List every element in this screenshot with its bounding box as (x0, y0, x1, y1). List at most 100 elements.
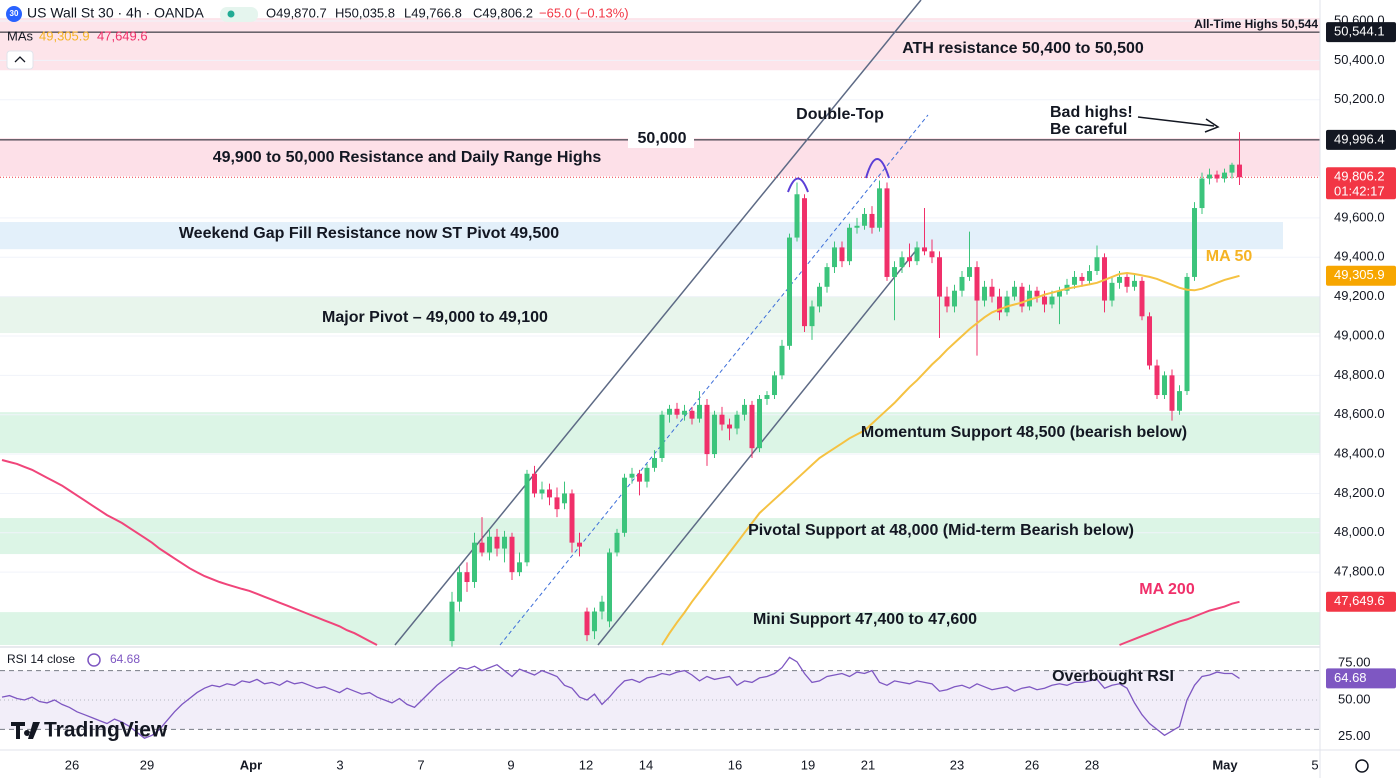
candle-body (637, 473, 642, 482)
x-tick-label: 3 (336, 757, 343, 772)
candle-body (472, 542, 477, 583)
candle-body (1177, 391, 1182, 411)
candle-body (1214, 174, 1220, 179)
candle-body (1124, 276, 1130, 287)
symbol-icon-text: 30 (10, 9, 19, 18)
candle-body (479, 542, 485, 553)
zone-label: 49,900 to 50,000 Resistance and Daily Ra… (213, 149, 602, 166)
channel-mid (499, 114, 929, 646)
y-tick-label: 48,200.0 (1334, 485, 1385, 500)
candle-body (997, 296, 1002, 313)
candle-body (892, 267, 897, 277)
brand-name: TradingView (44, 719, 168, 742)
settings-button[interactable] (1355, 759, 1369, 773)
x-tick-label: Apr (240, 757, 262, 772)
candle-body (959, 276, 965, 291)
y-tick-label: 48,800.0 (1334, 367, 1385, 382)
candle-body (449, 601, 455, 642)
y-tick-label: 50,400.0 (1334, 52, 1385, 67)
y-tick-label: 49,600.0 (1334, 209, 1385, 224)
ma-line (661, 271, 1240, 646)
candle-body (982, 286, 987, 301)
y-tick-label: 49,200.0 (1334, 288, 1385, 303)
candle-body (1079, 276, 1085, 281)
collapse-icon (14, 56, 26, 63)
price-marker (1326, 265, 1396, 286)
x-tick-label: 5 (1311, 757, 1318, 772)
price-marker-label: 49,806.2 (1334, 169, 1385, 184)
candle-body (622, 477, 627, 533)
candle-body (974, 267, 980, 301)
x-tick-label: 9 (507, 757, 514, 772)
zone (0, 222, 1283, 250)
y-tick-label: 48,000.0 (1334, 524, 1385, 539)
zone (0, 518, 1320, 555)
candle-body (569, 493, 575, 543)
candle-body (877, 188, 882, 228)
candle-body (1184, 276, 1190, 392)
candle-body (689, 410, 695, 419)
candle-body (734, 414, 740, 429)
symbol-name[interactable]: US Wall St 30 · 4h · OANDA (27, 5, 205, 21)
candle-body (809, 306, 815, 327)
candle-body (1169, 375, 1175, 411)
price-marker (1326, 668, 1396, 689)
ma-legend[interactable]: MAs (7, 28, 34, 43)
price-marker (1326, 129, 1396, 150)
bad-highs-label: Be careful (1050, 121, 1127, 138)
price-marker-label: 47,649.6 (1334, 593, 1385, 608)
price-marker-label: 49,305.9 (1334, 267, 1385, 282)
candle-body (539, 489, 545, 494)
candle-body (869, 213, 875, 228)
candle-body (524, 473, 530, 563)
candle-body (929, 251, 935, 258)
candle-body (847, 227, 852, 262)
round-level-label: 50,000 (638, 130, 687, 147)
x-tick-label: 26 (65, 757, 79, 772)
x-tick-label: 16 (728, 757, 742, 772)
candle-body (487, 536, 492, 553)
candle-body (517, 562, 522, 573)
candle-body (697, 404, 702, 419)
candle-body (1192, 208, 1197, 277)
ma-legend-value: 49,305.9 (39, 28, 90, 43)
price-marker (1326, 22, 1396, 43)
rsi-icon (87, 653, 101, 667)
candle-body (1094, 257, 1100, 272)
candle-body (1042, 296, 1047, 305)
candle-body (1004, 296, 1010, 313)
rsi-legend[interactable]: RSI 14 close (7, 652, 75, 666)
candle-body (824, 267, 830, 287)
price-marker (1326, 167, 1396, 200)
x-tick-label: 23 (950, 757, 964, 772)
double-top-arc (865, 158, 890, 179)
candle-body (989, 286, 995, 297)
status-pill[interactable] (220, 7, 258, 22)
candle-body (862, 213, 867, 226)
symbol-icon[interactable] (6, 6, 22, 22)
collapse-button[interactable] (6, 50, 34, 70)
ohlc-low: L49,766.8 (404, 5, 462, 20)
candle-body (562, 493, 567, 504)
candle-body (592, 611, 597, 632)
y-tick-label: 49,000.0 (1334, 327, 1385, 342)
candle-body (674, 408, 680, 415)
candle-body (1034, 290, 1040, 297)
candle-body (967, 267, 972, 277)
x-tick-label: 7 (417, 757, 424, 772)
zone-label: Weekend Gap Fill Resistance now ST Pivot… (179, 225, 559, 242)
zone-label: Momentum Support 48,500 (bearish below) (861, 424, 1187, 441)
zone-label: Mini Support 47,400 to 47,600 (753, 611, 977, 628)
candle-body (457, 572, 462, 602)
candle-body (757, 398, 762, 449)
candle-body (1117, 276, 1122, 283)
y-tick-label: 48,600.0 (1334, 406, 1385, 421)
x-tick-label: 29 (140, 757, 154, 772)
price-axis-bg (1320, 0, 1400, 750)
price-marker-label: 49,996.4 (1334, 131, 1385, 146)
candle-body (944, 296, 950, 307)
arrow (1137, 116, 1215, 127)
candle-body (1049, 296, 1055, 305)
y-tick-label: 50,200.0 (1334, 91, 1385, 106)
rsi-tick-label: 25.00 (1338, 728, 1371, 743)
